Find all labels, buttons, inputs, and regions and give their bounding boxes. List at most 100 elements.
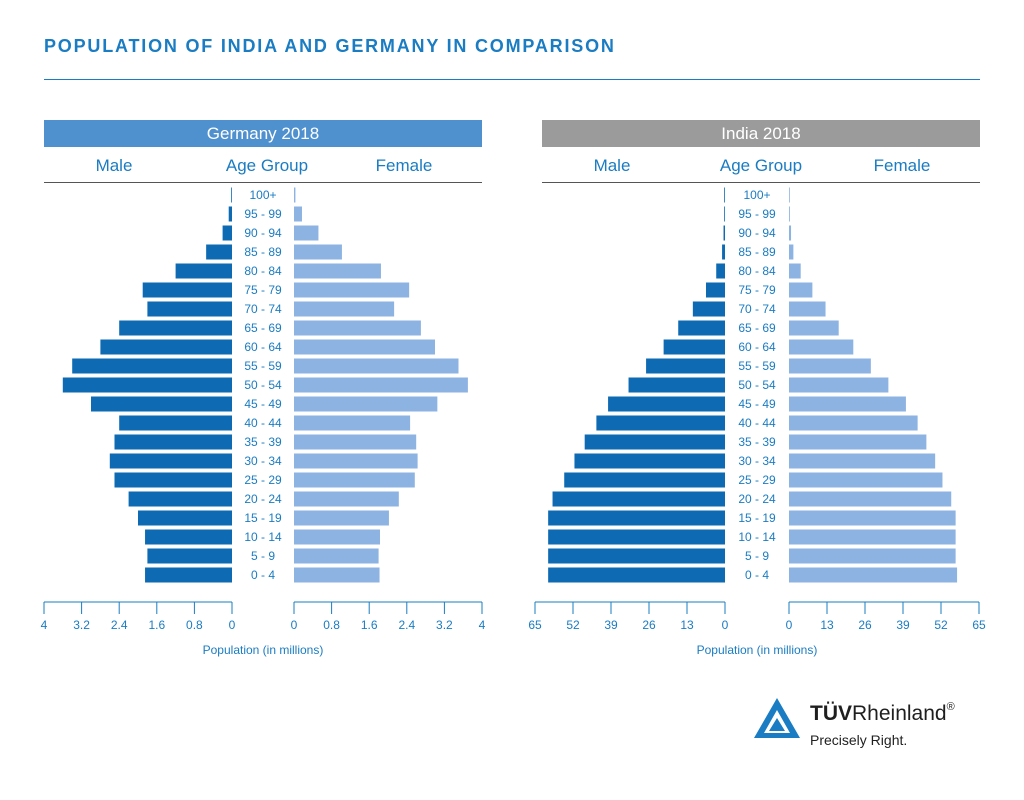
title-divider bbox=[44, 79, 980, 80]
india-age-label: 30 - 34 bbox=[738, 454, 776, 468]
india-header-male: Male bbox=[594, 156, 631, 175]
population-pyramids: Germany 2018 Male Age Group Female 100+ 95 - … bbox=[41, 120, 986, 657]
india-female-bar bbox=[789, 434, 927, 450]
india-male-tick-label: 52 bbox=[566, 618, 580, 632]
india-age-label: 20 - 24 bbox=[738, 492, 776, 506]
india-male-bar bbox=[706, 282, 725, 298]
india-female-bar bbox=[789, 472, 943, 488]
germany-female-bar bbox=[294, 472, 415, 488]
brand-name-bold: TÜV bbox=[810, 702, 852, 725]
germany-female-tick-label: 3.2 bbox=[436, 618, 453, 632]
germany-female-bar bbox=[294, 510, 389, 526]
india-male-bar bbox=[628, 377, 725, 393]
india-male-bar bbox=[724, 206, 725, 222]
germany-age-label: 70 - 74 bbox=[244, 302, 282, 316]
india-age-label: 65 - 69 bbox=[738, 321, 776, 335]
germany-age-label: 15 - 19 bbox=[244, 511, 282, 525]
india-male-bar bbox=[596, 415, 725, 431]
india-female-bar bbox=[789, 206, 790, 222]
brand-tagline: Precisely Right. bbox=[810, 732, 908, 748]
india-age-label: 80 - 84 bbox=[738, 264, 776, 278]
india-female-tick-label: 26 bbox=[858, 618, 872, 632]
india-age-label: 10 - 14 bbox=[738, 530, 776, 544]
india-age-label: 5 - 9 bbox=[745, 549, 769, 563]
india-age-label: 60 - 64 bbox=[738, 340, 776, 354]
india-male-bar bbox=[548, 567, 725, 583]
germany-female-bar bbox=[294, 301, 395, 317]
germany-female-bar bbox=[294, 282, 410, 298]
india-female-tick-label: 39 bbox=[896, 618, 910, 632]
tuv-triangle-icon bbox=[754, 698, 800, 738]
india-age-label: 25 - 29 bbox=[738, 473, 776, 487]
germany-female-bar bbox=[294, 434, 417, 450]
germany-age-label: 80 - 84 bbox=[244, 264, 282, 278]
germany-female-tick-label: 0.8 bbox=[323, 618, 340, 632]
germany-male-bar bbox=[145, 567, 232, 583]
germany-female-bar bbox=[294, 187, 296, 203]
india-age-label: 95 - 99 bbox=[738, 207, 776, 221]
india-age-label: 35 - 39 bbox=[738, 435, 776, 449]
germany-male-bar bbox=[175, 263, 232, 279]
india-male-tick-label: 26 bbox=[642, 618, 656, 632]
germany-age-label: 55 - 59 bbox=[244, 359, 282, 373]
india-male-bar bbox=[552, 491, 725, 507]
india-age-label: 90 - 94 bbox=[738, 226, 776, 240]
india-female-bar bbox=[789, 377, 889, 393]
germany-female-bar bbox=[294, 396, 438, 412]
germany-chart-title: Germany 2018 bbox=[207, 124, 319, 143]
germany-female-tick-label: 0 bbox=[291, 618, 298, 632]
india-female-bar bbox=[789, 567, 958, 583]
india-male-tick-label: 13 bbox=[680, 618, 694, 632]
germany-age-label: 30 - 34 bbox=[244, 454, 282, 468]
india-male-bar bbox=[548, 548, 725, 564]
india-female-bar bbox=[789, 396, 906, 412]
germany-age-label: 50 - 54 bbox=[244, 378, 282, 392]
india-female-bar bbox=[789, 358, 871, 374]
germany-female-bar bbox=[294, 548, 379, 564]
germany-male-bar bbox=[100, 339, 233, 355]
india-male-bar bbox=[564, 472, 725, 488]
india-male-bar bbox=[646, 358, 725, 374]
india-female-tick-label: 13 bbox=[820, 618, 834, 632]
germany-age-label: 95 - 99 bbox=[244, 207, 282, 221]
india-male-bar bbox=[723, 225, 725, 241]
brand-name: TÜVRheinland® bbox=[810, 701, 955, 726]
brand-logo: TÜVRheinland® Precisely Right. bbox=[752, 696, 992, 760]
india-male-tick-label: 0 bbox=[722, 618, 729, 632]
india-female-bar bbox=[789, 225, 792, 241]
india-age-label: 45 - 49 bbox=[738, 397, 776, 411]
germany-male-tick-label: 1.6 bbox=[148, 618, 165, 632]
india-female-bar bbox=[789, 244, 794, 260]
germany-female-tick-label: 2.4 bbox=[398, 618, 415, 632]
germany-female-bar bbox=[294, 206, 302, 222]
germany-male-tick-label: 0.8 bbox=[186, 618, 203, 632]
india-age-label: 15 - 19 bbox=[738, 511, 776, 525]
india-male-bar bbox=[716, 263, 725, 279]
germany-female-bar bbox=[294, 491, 399, 507]
germany-male-bar bbox=[119, 415, 232, 431]
germany-title-banner bbox=[44, 120, 482, 147]
india-male-bar bbox=[608, 396, 725, 412]
india-chart-title: India 2018 bbox=[721, 124, 800, 143]
india-male-bar bbox=[663, 339, 725, 355]
germany-male-bar bbox=[114, 434, 232, 450]
germany-male-bar bbox=[128, 491, 232, 507]
india-age-label: 50 - 54 bbox=[738, 378, 776, 392]
germany-female-bar bbox=[294, 453, 418, 469]
india-age-label: 100+ bbox=[743, 188, 770, 202]
germany-male-tick-label: 0 bbox=[229, 618, 236, 632]
india-male-bar bbox=[548, 510, 725, 526]
germany-age-label: 5 - 9 bbox=[251, 549, 275, 563]
germany-female-bar bbox=[294, 377, 468, 393]
germany-male-bar bbox=[147, 548, 232, 564]
germany-female-bar bbox=[294, 320, 421, 336]
germany-age-label: 35 - 39 bbox=[244, 435, 282, 449]
india-age-label: 70 - 74 bbox=[738, 302, 776, 316]
germany-female-bar bbox=[294, 567, 380, 583]
germany-male-bar bbox=[119, 320, 232, 336]
page-title: POPULATION OF INDIA AND GERMANY IN COMPA… bbox=[44, 36, 616, 56]
india-female-bar bbox=[789, 301, 826, 317]
india-female-bar bbox=[789, 510, 956, 526]
germany-male-bar bbox=[145, 529, 232, 545]
india-male-bar bbox=[678, 320, 725, 336]
